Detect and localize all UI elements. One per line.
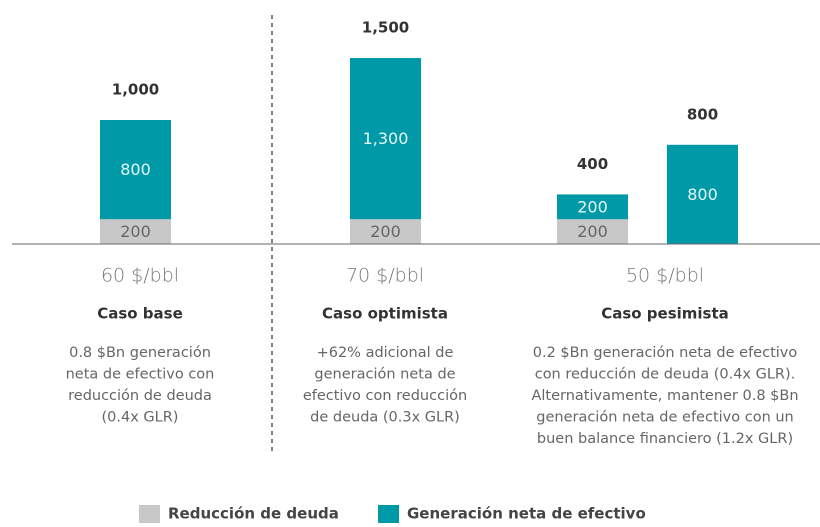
total-label: 400 [577,155,608,173]
segment-label: 800 [120,160,151,179]
bar-segment [350,58,421,220]
segment-label: 200 [577,222,608,241]
segment-label: 800 [687,185,718,204]
group-description: con reducción de deuda (0.4x GLR). [535,367,796,383]
legend-label: Generación neta de efectivo [407,505,646,523]
group-description: (0.4x GLR) [102,410,179,426]
group-description: 0.2 $Bn generación neta de efectivo [533,345,798,361]
segment-label: 1,300 [363,129,409,148]
group-description: reducción de deuda [68,388,212,404]
group-description: efectivo con reducción [303,388,467,404]
group-title: Caso base [97,305,183,323]
bar-segment [100,219,171,244]
segment-label: 200 [370,222,401,241]
bar-segment [557,194,628,220]
total-label: 1,500 [362,19,409,37]
group-price: 70 $/bbl [346,265,424,287]
bar-segment [350,219,421,244]
group-title: Caso optimista [322,305,448,323]
legend-label: Reducción de deuda [168,505,339,523]
total-label: 800 [687,105,718,123]
group-description: Alternativamente, mantener 0.8 $Bn [531,388,798,404]
group-description: generación neta de efectivo con un [536,410,794,426]
group-description: buen balance financiero (1.2x GLR) [537,431,793,447]
total-label: 1,000 [112,81,159,99]
group-description: neta de efectivo con [66,367,215,383]
legend-swatch [139,505,160,523]
group-description: +62% adicional de [317,345,454,361]
group-description: 0.8 $Bn generación [69,345,211,361]
bar-segment [557,219,628,244]
group-title: Caso pesimista [601,305,729,323]
group-description: de deuda (0.3x GLR) [310,410,460,426]
bar-segment [667,144,738,244]
segment-label: 200 [120,222,151,241]
legend-swatch [378,505,399,523]
group-price: 50 $/bbl [626,265,704,287]
segment-label: 200 [577,197,608,216]
group-description: generación neta de [314,367,455,383]
bar-segment [100,120,171,220]
group-price: 60 $/bbl [101,265,179,287]
